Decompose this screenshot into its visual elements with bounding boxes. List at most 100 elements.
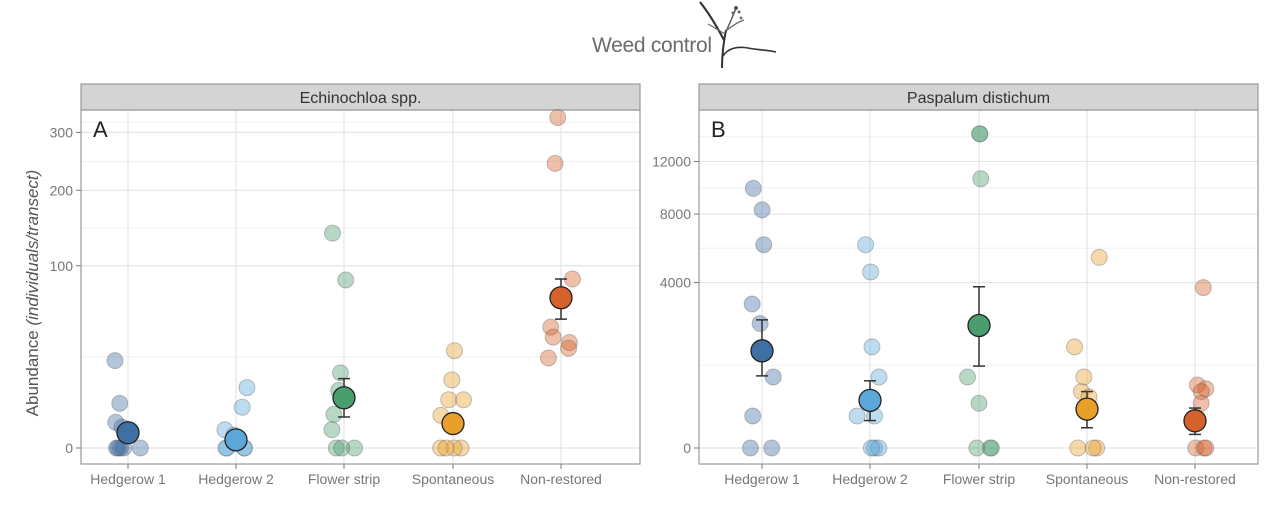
data-point: [432, 439, 450, 457]
panel-letter: A: [93, 117, 108, 142]
data-point: [971, 125, 989, 143]
data-point: [848, 407, 866, 425]
facet-strip-title: Paspalum distichum: [907, 90, 1050, 107]
y-tick-label: 4000: [660, 275, 691, 291]
data-point: [446, 342, 464, 360]
mean-point: [967, 313, 991, 338]
mean-point: [441, 411, 465, 436]
data-point: [863, 338, 881, 356]
data-point: [744, 179, 762, 197]
data-point: [549, 108, 567, 126]
series-hedgerow-2: [216, 379, 256, 457]
mean-point: [858, 388, 882, 412]
x-tick-label: Hedgerow 2: [832, 471, 908, 487]
data-point: [1084, 439, 1102, 457]
y-tick-label: 8000: [660, 206, 691, 222]
data-point: [970, 394, 988, 412]
data-point: [323, 421, 341, 439]
data-point: [982, 439, 1000, 457]
data-point: [1069, 439, 1087, 457]
facet-strip-title: Echinochloa spp.: [300, 90, 422, 107]
data-point: [109, 439, 127, 457]
mean-point: [750, 339, 774, 363]
data-point: [972, 170, 990, 188]
data-point: [325, 405, 343, 423]
data-point: [1188, 376, 1206, 394]
data-point: [327, 439, 345, 457]
data-point: [741, 439, 759, 457]
facet-strip: [698, 83, 1259, 111]
mean-point: [549, 286, 573, 310]
figure-title: Weed control: [592, 34, 712, 57]
data-point: [753, 201, 771, 219]
y-tick-label: 200: [50, 182, 74, 198]
series-spontaneous: [1066, 248, 1108, 457]
data-point: [870, 439, 888, 457]
data-point: [233, 398, 251, 416]
data-point: [743, 295, 761, 313]
data-point: [1187, 439, 1205, 457]
data-point: [1197, 380, 1215, 398]
series-hedgerow-1: [741, 179, 782, 457]
data-point: [857, 236, 875, 254]
x-tick-label: Spontaneous: [1046, 471, 1129, 487]
data-point: [744, 407, 762, 425]
x-tick-label: Flower strip: [308, 471, 381, 487]
data-point: [333, 439, 351, 457]
data-point: [337, 271, 355, 289]
x-tick-label: Spontaneous: [412, 471, 495, 487]
series-hedgerow-2: [848, 236, 888, 457]
data-point: [968, 439, 986, 457]
series-flower-strip: [959, 125, 1000, 457]
data-point: [238, 379, 256, 397]
y-tick-label: 0: [65, 440, 73, 456]
data-point: [751, 315, 769, 333]
plot-background: [81, 110, 640, 464]
data-point: [331, 364, 349, 382]
data-point: [1066, 338, 1084, 356]
y-tick-label: 12000: [652, 153, 691, 169]
data-point: [546, 154, 564, 172]
facet-strip: [80, 83, 641, 111]
mean-point: [224, 428, 248, 452]
x-tick-label: Hedgerow 2: [198, 471, 274, 487]
y-axis-label: Abundance (individuals/transect): [23, 170, 42, 417]
data-point: [560, 339, 578, 357]
data-point: [981, 439, 999, 457]
data-point: [971, 125, 989, 143]
y-tick-label: 100: [50, 258, 74, 274]
x-tick-label: Non-restored: [520, 471, 602, 487]
data-point: [1195, 439, 1213, 457]
data-point: [755, 236, 773, 254]
data-point: [865, 439, 883, 457]
data-point: [107, 439, 125, 457]
data-point: [763, 439, 781, 457]
data-point: [764, 368, 782, 386]
data-point: [111, 394, 129, 412]
data-point: [1090, 248, 1108, 266]
data-point: [437, 439, 455, 457]
series-non-restored: [1183, 279, 1215, 457]
data-point: [1192, 383, 1210, 401]
x-tick-label: Hedgerow 1: [724, 471, 800, 487]
mean-point: [332, 386, 356, 410]
weed-plant-icon: [699, 1, 777, 69]
data-point: [542, 318, 560, 336]
data-point: [445, 439, 463, 457]
data-point: [560, 334, 578, 352]
data-point: [323, 224, 341, 242]
y-tick-label: 0: [683, 440, 691, 456]
data-point: [1194, 279, 1212, 297]
data-point: [539, 349, 557, 367]
series-non-restored: [539, 108, 581, 367]
data-point: [862, 439, 880, 457]
x-tick-label: Hedgerow 1: [90, 471, 166, 487]
data-point: [862, 263, 880, 281]
data-point: [1088, 439, 1106, 457]
y-axis-label-units: (individuals/transect): [23, 170, 42, 326]
data-point: [870, 368, 888, 386]
y-axis-label-main: Abundance: [23, 326, 42, 417]
data-point: [131, 439, 149, 457]
x-tick-label: Non-restored: [1154, 471, 1236, 487]
